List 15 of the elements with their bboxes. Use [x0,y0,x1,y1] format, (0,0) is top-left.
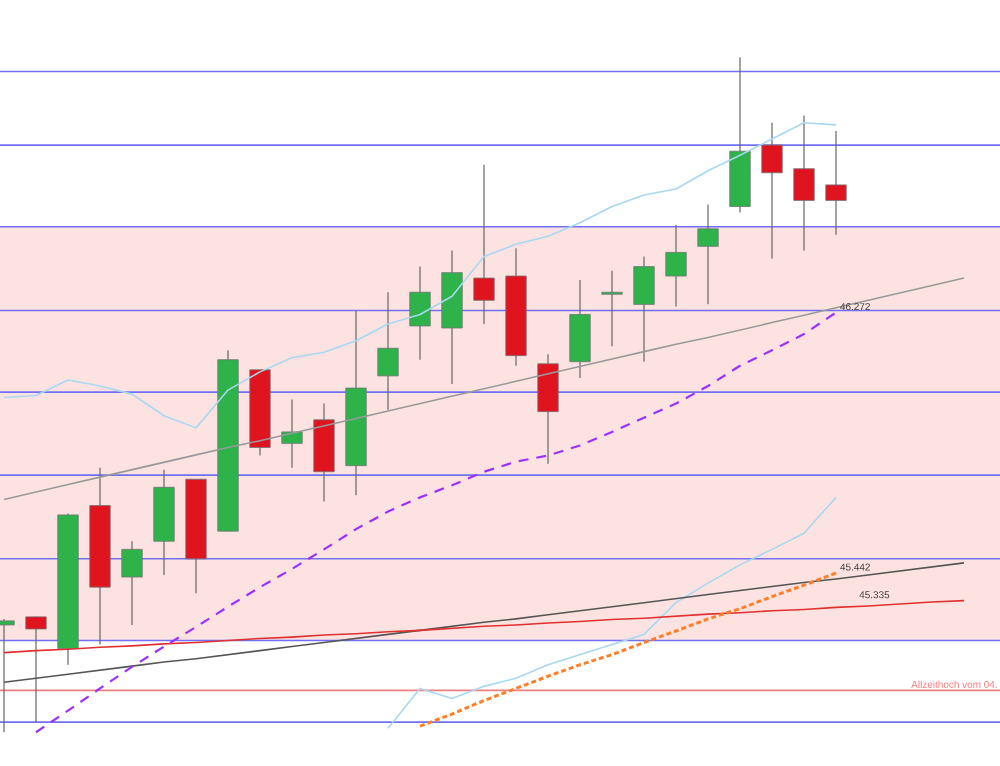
candlestick [473,164,495,325]
candlestick [761,122,783,260]
candlestick [601,270,623,347]
candlestick [281,398,303,469]
candlestick [569,279,591,379]
candlestick [825,130,847,236]
candlestick [377,291,399,411]
candlestick [537,353,559,465]
candlestick [633,255,655,363]
candlestick [793,114,815,251]
candlestick [121,540,143,626]
candlestick [697,203,719,305]
candlestick [665,224,687,307]
candlestick [25,616,47,723]
candlestick [409,265,431,361]
